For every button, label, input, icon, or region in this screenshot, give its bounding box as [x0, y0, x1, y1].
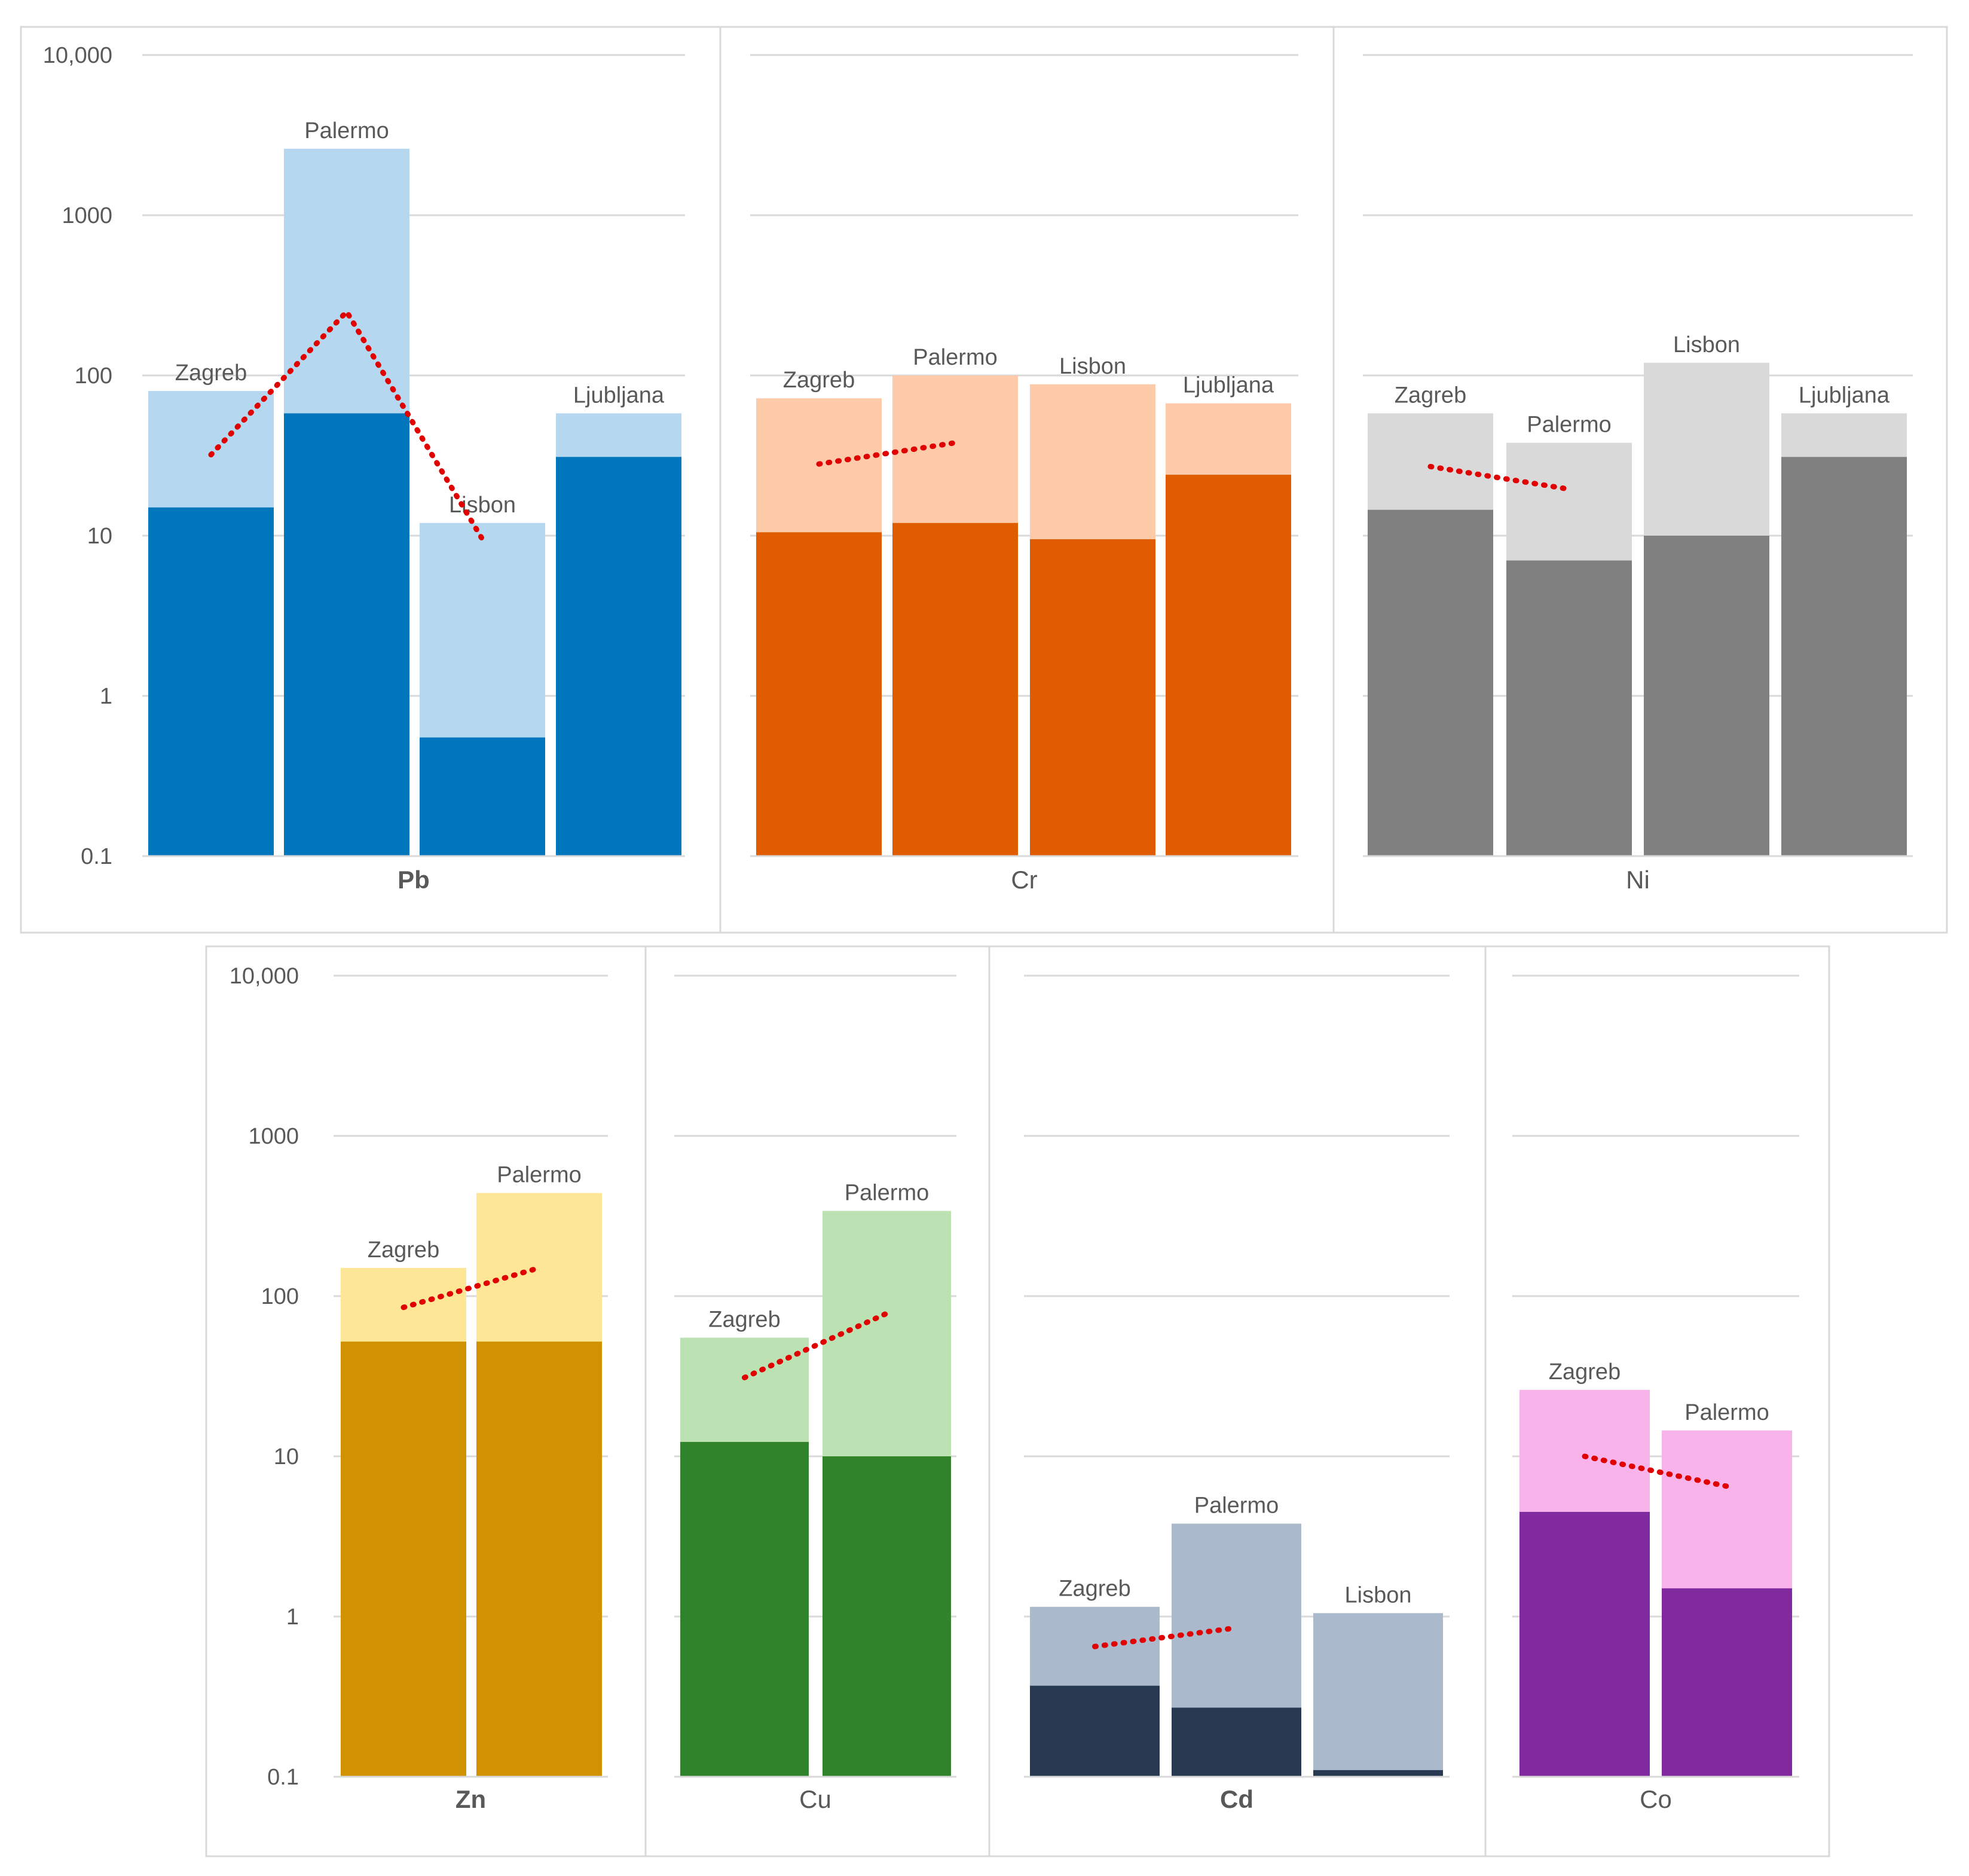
element-label: Cd: [1220, 1785, 1253, 1813]
trend-line: [400, 1265, 542, 1310]
y-tick-label: 10: [274, 1444, 299, 1469]
trend-line: [208, 307, 485, 542]
bar-label: Lisbon: [1059, 354, 1126, 379]
y-tick-label: 1: [100, 684, 112, 709]
bar-label: Palermo: [913, 345, 998, 370]
bar-label: Ljubljana: [573, 383, 665, 408]
bar-label: Palermo: [304, 118, 389, 143]
bar-co-palermo-lower: [1662, 1588, 1792, 1777]
element-label: Cr: [1011, 866, 1037, 894]
bar-label: Zagreb: [1395, 383, 1466, 408]
y-tick-label: 100: [261, 1284, 299, 1309]
bar-label: Palermo: [1194, 1493, 1279, 1518]
bar-ni-lisbon-lower: [1644, 536, 1769, 856]
trend-line: [816, 440, 958, 467]
bar-ni-palermo-lower: [1506, 560, 1632, 856]
y-tick-label: 1000: [62, 203, 112, 228]
bar-cd-palermo-lower: [1172, 1707, 1301, 1777]
bar-cd-lisbon-lower: [1313, 1770, 1443, 1777]
bar-label: Zagreb: [1549, 1359, 1621, 1385]
bar-cu-palermo-lower: [823, 1456, 951, 1777]
bar-cd-lisbon-upper: [1313, 1613, 1443, 1777]
panel-frame: [1484, 945, 1830, 1857]
y-tick-label: 10,000: [230, 964, 299, 989]
y-axis-top-row: 0.1 1 10 100 1000 10,000: [43, 43, 112, 869]
bar-pb-zagreb-lower: [148, 507, 274, 856]
bar-cd-zagreb-lower: [1030, 1685, 1160, 1777]
bar-pb-lisbon-lower: [420, 737, 545, 856]
bar-zn-zagreb-lower: [341, 1342, 466, 1777]
bar-ni-ljubljana-lower: [1781, 457, 1907, 856]
y-axis-bottom-row: 0.1 1 10 100 1000 10,000: [230, 964, 299, 1790]
panel-frame: [1332, 26, 1948, 934]
y-tick-label: 10: [87, 524, 112, 549]
bar-cr-zagreb-lower: [756, 532, 882, 856]
element-label: Co: [1640, 1785, 1672, 1813]
bar-label: Zagreb: [1059, 1576, 1130, 1602]
bar-label: Lisbon: [1345, 1582, 1412, 1608]
bar-cr-lisbon-lower: [1030, 539, 1155, 856]
bar-cr-ljubljana-lower: [1166, 475, 1291, 856]
chart-panel-cd: Zagreb Palermo Lisbon Cd: [1024, 974, 1450, 1813]
bar-co-zagreb-lower: [1519, 1511, 1650, 1777]
panel-frames: [20, 26, 1948, 1857]
bar-label: Ljubljana: [1183, 373, 1274, 398]
chart-panel-zn: Zagreb Palermo Zn: [334, 974, 608, 1813]
chart-panel-cr: Zagreb Palermo Lisbon Ljubljana Cr: [750, 54, 1298, 894]
chart-panel-co: Zagreb Palermo Co: [1512, 974, 1799, 1813]
chart-panel-cu: Zagreb Palermo Cu: [674, 974, 956, 1813]
element-label: Pb: [398, 866, 430, 894]
element-label: Ni: [1626, 866, 1650, 894]
y-tick-label: 1: [286, 1605, 299, 1630]
y-tick-label: 1000: [248, 1124, 299, 1149]
bar-pb-palermo-lower: [284, 413, 409, 856]
bar-ni-zagreb-lower: [1368, 509, 1493, 856]
bar-cr-palermo-lower: [892, 523, 1018, 856]
bar-label: Palermo: [1684, 1400, 1769, 1425]
bar-label: Lisbon: [1673, 332, 1740, 358]
trend-line: [1427, 463, 1572, 492]
trend-line: [742, 1310, 889, 1380]
chart-panel-ni: Zagreb Palermo Lisbon Ljubljana Ni: [1363, 54, 1913, 894]
y-tick-label: 10,000: [43, 43, 112, 68]
element-label: Cu: [799, 1785, 831, 1813]
bar-label: Zagreb: [368, 1238, 439, 1263]
bar-pb-ljubljana-lower: [556, 457, 681, 856]
element-label: Zn: [455, 1785, 486, 1813]
y-tick-label: 0.1: [267, 1765, 299, 1790]
bar-label: Palermo: [1527, 413, 1612, 438]
bar-label: Ljubljana: [1799, 383, 1890, 408]
bar-label: Zagreb: [783, 368, 855, 393]
bar-label: Zagreb: [175, 360, 247, 386]
bar-cu-zagreb-lower: [680, 1441, 809, 1777]
bar-zn-palermo-lower: [476, 1342, 602, 1777]
chart-panels: Zagreb Palermo Lisbon Ljubljana Pb Zagreb Pale…: [142, 54, 1913, 1813]
y-tick-label: 100: [75, 363, 112, 389]
y-tick-label: 0.1: [81, 844, 112, 869]
bar-label: Zagreb: [708, 1307, 780, 1333]
bar-label: Palermo: [497, 1163, 582, 1188]
bar-label: Palermo: [845, 1181, 930, 1206]
